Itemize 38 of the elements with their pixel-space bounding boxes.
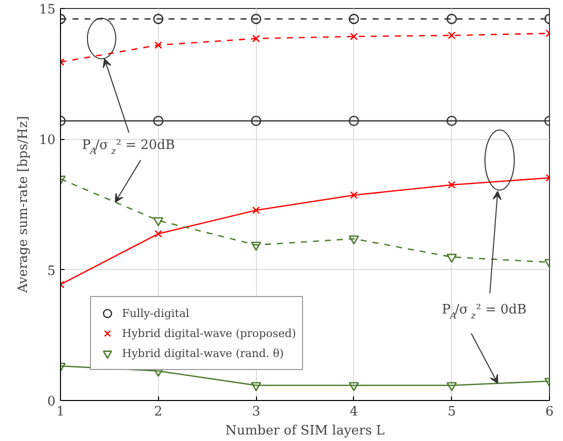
point bbox=[153, 14, 164, 24]
point bbox=[446, 116, 457, 126]
y-tick-label: 0 bbox=[47, 394, 56, 410]
x-tick-label: 1 bbox=[56, 404, 65, 420]
point bbox=[446, 14, 457, 24]
point bbox=[154, 41, 162, 49]
point bbox=[250, 116, 262, 126]
point bbox=[252, 206, 260, 214]
x-tick-label: 3 bbox=[252, 404, 260, 420]
point bbox=[350, 32, 358, 40]
x-tick-label: 2 bbox=[154, 404, 162, 420]
point bbox=[348, 14, 360, 24]
legend-label: Hybrid digital-wave (proposed) bbox=[122, 326, 296, 340]
y-tick-label: 5 bbox=[47, 264, 56, 279]
point bbox=[250, 242, 262, 251]
x-tick-label: 6 bbox=[545, 404, 554, 420]
x-tick-label: 5 bbox=[448, 404, 456, 420]
point bbox=[448, 181, 456, 189]
point bbox=[153, 217, 164, 226]
point bbox=[250, 14, 262, 24]
point bbox=[348, 235, 360, 245]
legend-label: Fully-digital bbox=[122, 306, 190, 320]
y-tick-label: 10 bbox=[38, 133, 56, 148]
x-tick-label: 4 bbox=[350, 404, 358, 420]
point bbox=[446, 382, 457, 392]
point bbox=[348, 116, 360, 126]
y-tick-label: 15 bbox=[38, 2, 56, 18]
y-axis-title: Average sum-rate [bps/Hz] bbox=[16, 116, 31, 294]
point bbox=[448, 32, 456, 40]
point bbox=[348, 382, 360, 392]
point bbox=[250, 382, 262, 392]
point bbox=[252, 34, 260, 42]
point bbox=[153, 116, 164, 126]
x-axis-title: Number of SIM layers L bbox=[225, 424, 386, 438]
point bbox=[154, 230, 162, 238]
legend-label: Hybrid digital-wave (rand. θ) bbox=[122, 346, 284, 360]
point bbox=[446, 254, 457, 263]
point bbox=[350, 191, 358, 199]
